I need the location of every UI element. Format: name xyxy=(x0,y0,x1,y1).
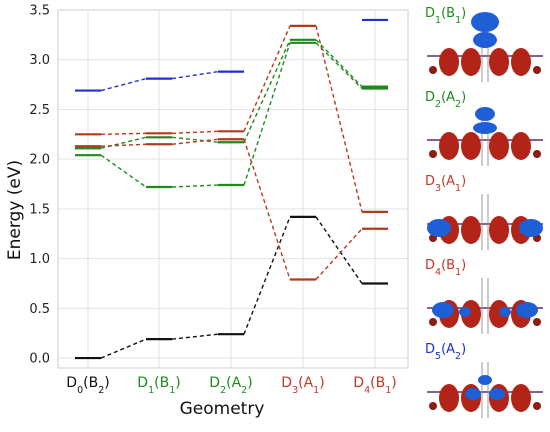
connector-line xyxy=(100,154,147,188)
red-lobe xyxy=(489,132,509,160)
plot-area-border xyxy=(57,9,409,369)
red-lobe xyxy=(461,300,481,328)
red-lobe xyxy=(533,402,541,410)
state-panel-5: D5(A2) xyxy=(425,342,543,418)
connector-line xyxy=(243,39,291,143)
series-group xyxy=(75,18,388,360)
red-lobe xyxy=(489,300,509,328)
x-tick-label: D0(B2) xyxy=(66,375,109,396)
series-0 xyxy=(75,215,388,360)
connector-line xyxy=(171,184,219,188)
connector-line xyxy=(100,77,147,92)
state-label: D4(B1) xyxy=(425,258,466,278)
red-lobe xyxy=(511,384,531,412)
y-tick-label: 0.5 xyxy=(29,302,50,317)
blue-lobe xyxy=(499,307,511,317)
connector-line xyxy=(171,136,219,143)
red-lobe xyxy=(533,66,541,74)
x-tick-label: D2(A2) xyxy=(209,375,252,396)
connector-line xyxy=(243,25,291,132)
x-tick-labels: D0(B2) D1(B1) D2(A2) D3(A1) D4(B1) xyxy=(66,375,396,396)
state-panel-1: D1(B1) xyxy=(425,6,543,82)
blue-lobe xyxy=(489,388,505,400)
connector-line xyxy=(100,132,147,136)
y-tick-label: 2.0 xyxy=(29,153,50,168)
plot-frame xyxy=(57,9,409,369)
y-tick-label: 2.5 xyxy=(29,103,50,118)
blue-lobe xyxy=(519,219,543,237)
blue-lobe xyxy=(473,122,497,134)
red-lobe xyxy=(461,48,481,76)
blue-lobe xyxy=(465,388,481,400)
y-tick-label: 1.5 xyxy=(29,202,50,217)
red-lobe xyxy=(429,66,437,74)
y-tick-label: 0.0 xyxy=(29,352,50,367)
blue-lobe xyxy=(471,12,499,32)
red-lobe xyxy=(511,132,531,160)
red-lobe xyxy=(429,150,437,158)
y-tick-labels: 0.0 0.5 1.0 1.5 2.0 2.5 3.0 3.5 xyxy=(29,4,50,367)
blue-lobe xyxy=(475,107,495,121)
blue-lobe xyxy=(478,375,492,385)
connector-line xyxy=(315,25,363,213)
blue-lobe xyxy=(516,302,538,318)
state-orbital-panels: D1(B1) D2(A2) D3(A1) D4(B1) D5(A2) xyxy=(425,6,543,418)
state-label: D1(B1) xyxy=(425,6,466,26)
state-label: D2(A2) xyxy=(425,90,466,110)
blue-lobe xyxy=(473,32,497,48)
red-lobe xyxy=(533,150,541,158)
x-axis-label: Geometry xyxy=(180,399,265,419)
y-tick-label: 3.0 xyxy=(29,53,50,68)
red-lobe xyxy=(439,48,459,76)
state-label: D5(A2) xyxy=(425,342,466,362)
blue-lobe xyxy=(459,307,471,317)
connector-line xyxy=(171,333,219,340)
state-panel-2: D2(A2) xyxy=(425,90,543,166)
state-panel-3: D3(A1) xyxy=(425,174,543,250)
connector-line xyxy=(243,216,291,335)
series-3 xyxy=(75,138,388,281)
y-tick-label: 3.5 xyxy=(29,4,50,19)
connector-line xyxy=(171,138,219,145)
red-lobe xyxy=(489,216,509,244)
series-5 xyxy=(75,18,388,92)
red-lobe xyxy=(489,48,509,76)
state-panel-4: D4(B1) xyxy=(425,258,543,334)
connector-line xyxy=(315,39,363,88)
red-lobe xyxy=(439,132,459,160)
x-tick-label: D4(B1) xyxy=(353,375,396,396)
y-axis-label: Energy (eV) xyxy=(5,160,25,260)
red-lobe xyxy=(511,48,531,76)
x-tick-label: D1(B1) xyxy=(137,375,180,396)
red-lobe xyxy=(533,318,541,326)
connector-line xyxy=(315,228,363,280)
red-lobe xyxy=(461,132,481,160)
red-lobe xyxy=(461,216,481,244)
red-lobe xyxy=(429,318,437,326)
x-tick-label: D3(A1) xyxy=(281,375,324,396)
blue-lobe xyxy=(427,219,451,237)
connector-line xyxy=(171,70,219,80)
connector-line xyxy=(243,139,291,280)
state-label: D3(A1) xyxy=(425,174,466,194)
blue-lobe xyxy=(432,302,454,318)
connector-line xyxy=(315,42,363,90)
molecule-sketch xyxy=(427,26,543,82)
red-lobe xyxy=(439,384,459,412)
red-lobe xyxy=(429,402,437,410)
connector-line xyxy=(100,338,147,359)
connector-line xyxy=(100,143,147,147)
connector-line xyxy=(171,130,219,135)
series-4 xyxy=(75,24,388,213)
y-tick-label: 1.0 xyxy=(29,252,50,267)
molecule-sketch xyxy=(427,110,543,166)
